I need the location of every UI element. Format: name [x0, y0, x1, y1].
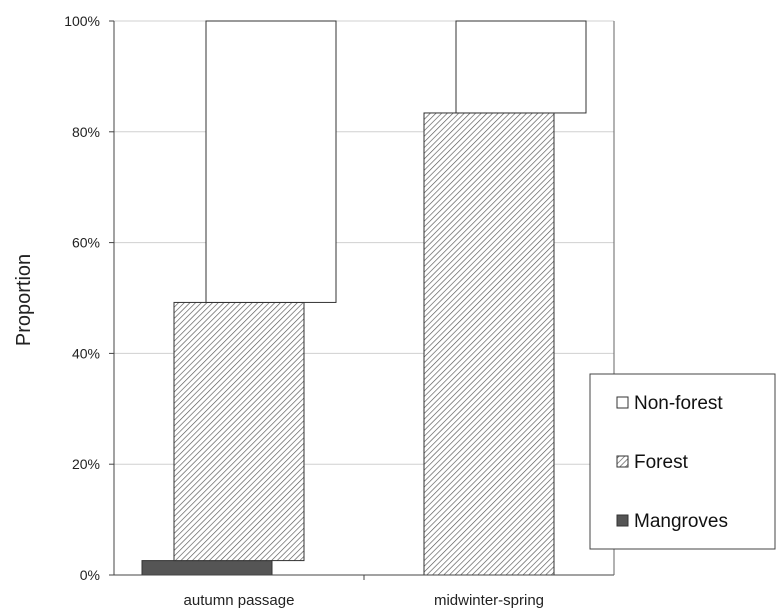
y-tick-label: 100% — [64, 13, 100, 29]
legend: Non-forest Forest Mangroves — [589, 373, 776, 550]
bars — [141, 20, 587, 576]
y-ticks: 0% 20% 40% 60% 80% 100% — [64, 13, 114, 583]
x-category-label: autumn passage — [184, 592, 295, 609]
legend-label-non-forest: Non-forest — [634, 393, 723, 414]
bar-mangroves-autumn-passage — [141, 560, 273, 576]
x-categories: autumn passage midwinter-spring — [184, 575, 544, 609]
y-axis-label: Proportion — [13, 254, 35, 346]
y-tick-label: 60% — [72, 235, 100, 251]
legend-swatch-mangroves — [616, 514, 629, 527]
legend-label-mangroves: Mangroves — [634, 511, 728, 532]
y-tick-label: 40% — [72, 345, 100, 361]
y-tick-label: 80% — [72, 124, 100, 140]
y-tick-label: 0% — [80, 567, 100, 583]
x-category-label: midwinter-spring — [434, 592, 544, 609]
legend-swatch-non-forest — [616, 396, 629, 409]
legend-swatch-forest — [616, 455, 629, 468]
bar-non-forest-midwinter-spring — [455, 20, 587, 114]
y-tick-label: 20% — [72, 456, 100, 472]
bar-forest-midwinter-spring — [423, 112, 555, 576]
bar-non-forest-autumn-passage — [205, 20, 337, 303]
bar-forest-autumn-passage — [173, 301, 305, 562]
legend-label-forest: Forest — [634, 452, 689, 473]
